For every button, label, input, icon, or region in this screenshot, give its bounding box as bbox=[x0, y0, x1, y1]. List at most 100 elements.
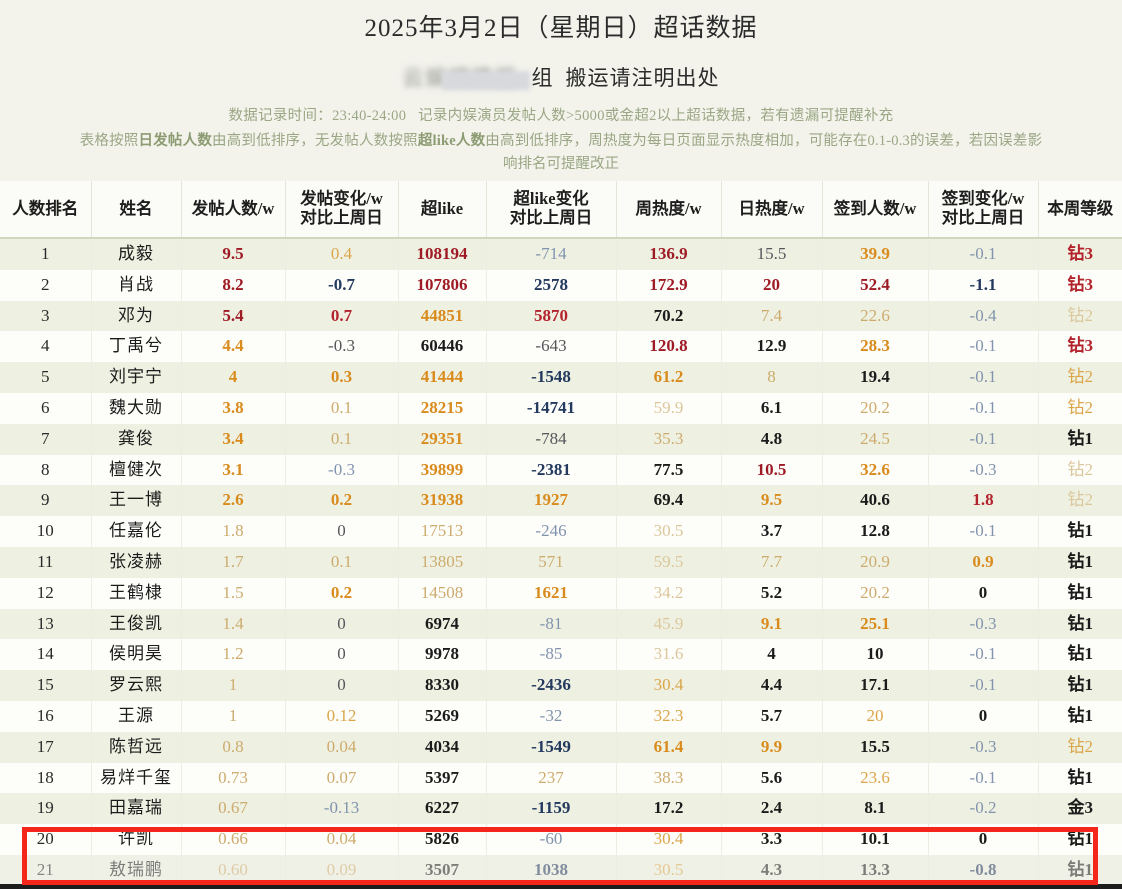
cell-posts_chg: -0.3 bbox=[285, 331, 399, 363]
cell-day_heat: 3.7 bbox=[721, 516, 823, 547]
column-header-line1: 本周等级 bbox=[1047, 198, 1114, 218]
cell-like_chg: -85 bbox=[486, 639, 617, 671]
sort-note-a: 表格按照 bbox=[79, 133, 139, 149]
table-row[interactable]: 15 罗云熙 1 0 8330 -2436 30.4 4.4 17.1 -0.1 钻1 bbox=[0, 670, 1122, 701]
table-row[interactable]: 9 王一博 2.6 0.2 31938 1927 69.4 9.5 40.6 1.8 钻2 bbox=[0, 485, 1122, 517]
cell-week_heat: 32.3 bbox=[616, 700, 722, 732]
cell-signin_chg: -0.1 bbox=[928, 639, 1039, 671]
cell-signin: 20.2 bbox=[822, 577, 929, 609]
cell-name: 任嘉伦 bbox=[91, 516, 182, 547]
cell-rank: 2 bbox=[0, 269, 92, 301]
cell-like_chg: -81 bbox=[486, 608, 617, 640]
cell-like_chg: 1038 bbox=[486, 854, 617, 886]
column-header-5[interactable]: 超like变化 对比上周日 bbox=[486, 181, 617, 239]
table-row[interactable]: 6 魏大勋 3.8 0.1 28215 -14741 59.9 6.1 20.2 -0.1 钻2 bbox=[0, 392, 1122, 424]
table-body: 1 成毅 9.5 0.4 108194 -714 136.9 15.5 39.9 -0.1 钻3 2 肖… bbox=[0, 238, 1122, 889]
table-row[interactable]: 10 任嘉伦 1.8 0 17513 -246 30.5 3.7 12.8 -0.1 钻1 bbox=[0, 516, 1122, 547]
cell-signin_chg: 0 bbox=[928, 700, 1039, 732]
column-header-7[interactable]: 日热度/w bbox=[721, 181, 823, 239]
cell-posts_chg: -0.3 bbox=[285, 454, 399, 486]
table-row[interactable]: 8 檀健次 3.1 -0.3 39899 -2381 77.5 10.5 32.6 -0.3 钻2 bbox=[0, 454, 1122, 486]
cell-posts: 0.8 bbox=[181, 731, 286, 763]
table-row[interactable]: 21 敖瑞鹏 0.60 0.09 3507 1038 30.5 4.3 13.3 -0.8 钻1 bbox=[0, 854, 1122, 886]
table-row[interactable]: 13 王俊凯 1.4 0 6974 -81 45.9 9.1 25.1 -0.3 钻1 bbox=[0, 608, 1122, 640]
cell-posts_chg: 0.3 bbox=[285, 362, 399, 393]
column-header-line2: 对比上周日 bbox=[509, 208, 593, 227]
cell-like_chg: -643 bbox=[486, 331, 617, 363]
cell-level: 钻2 bbox=[1038, 731, 1122, 763]
table-row[interactable]: 3 邓为 5.4 0.7 44851 5870 70.2 7.4 22.6 -0.4 钻2 bbox=[0, 300, 1122, 332]
table-row[interactable]: 2 肖战 8.2 -0.7 107806 2578 172.9 20 52.4 -1.1 钻3 bbox=[0, 269, 1122, 301]
table-row[interactable]: 19 田嘉瑞 0.67 -0.13 6227 -1159 17.2 2.4 8.1 -0.2 金3 bbox=[0, 793, 1122, 825]
column-header-6[interactable]: 周热度/w bbox=[616, 181, 722, 239]
sort-note-e: 由高到低排序，周热度为每日页面显示热度相加，可能存在0.1-0.3的误差，若因误… bbox=[485, 133, 1043, 149]
column-header-4[interactable]: 超like bbox=[398, 181, 487, 239]
column-header-8[interactable]: 签到人数/w bbox=[822, 181, 929, 239]
cell-like: 6227 bbox=[398, 793, 487, 825]
column-header-10[interactable]: 本周等级 bbox=[1038, 181, 1122, 239]
cell-level: 钻1 bbox=[1038, 577, 1122, 609]
cell-name: 魏大勋 bbox=[91, 392, 182, 424]
cell-posts: 5.4 bbox=[181, 300, 286, 332]
table-row[interactable]: 4 丁禹兮 4.4 -0.3 60446 -643 120.8 12.9 28.3 -0.1 钻3 bbox=[0, 331, 1122, 363]
cell-posts_chg: 0.7 bbox=[285, 300, 399, 332]
cell-rank: 21 bbox=[0, 854, 92, 886]
cell-week_heat: 70.2 bbox=[616, 300, 722, 332]
cell-signin: 32.6 bbox=[822, 454, 929, 486]
cell-signin: 20.9 bbox=[822, 546, 929, 578]
cell-signin: 40.6 bbox=[822, 485, 929, 517]
table-row[interactable]: 20 许凯 0.66 0.04 5826 -60 30.4 3.3 10.1 0 钻1 bbox=[0, 824, 1122, 855]
column-header-0[interactable]: 人数排名 bbox=[0, 181, 92, 239]
sort-note-d: 超like人数 bbox=[417, 133, 486, 149]
cell-week_heat: 38.3 bbox=[616, 762, 722, 794]
cell-week_heat: 61.2 bbox=[616, 362, 722, 393]
cell-posts: 0.67 bbox=[181, 793, 286, 825]
cell-signin_chg: 1.8 bbox=[928, 485, 1039, 517]
cell-posts_chg: 0.07 bbox=[285, 762, 399, 794]
cell-rank: 11 bbox=[0, 546, 92, 578]
cell-name: 易烊千玺 bbox=[91, 762, 182, 794]
cell-posts_chg: 0.2 bbox=[285, 485, 399, 517]
table-row[interactable]: 11 张凌赫 1.7 0.1 13805 571 59.5 7.7 20.9 0.9 钻1 bbox=[0, 546, 1122, 578]
cell-like_chg: -60 bbox=[486, 824, 617, 855]
cell-level: 钻1 bbox=[1038, 423, 1122, 455]
cell-signin_chg: -0.1 bbox=[928, 762, 1039, 794]
cell-rank: 4 bbox=[0, 331, 92, 363]
cell-level: 钻2 bbox=[1038, 300, 1122, 332]
table-row[interactable]: 14 侯明昊 1.2 0 9978 -85 31.6 4 10 -0.1 钻1 bbox=[0, 639, 1122, 671]
cell-posts: 4.4 bbox=[181, 331, 286, 363]
cell-like_chg: 571 bbox=[486, 546, 617, 578]
cell-week_heat: 77.5 bbox=[616, 454, 722, 486]
header-block: 2025年3月2日（星期日）超话数据 云娱媒情报 组 搬运请注明出处 数据记录时… bbox=[0, 0, 1122, 173]
cell-posts_chg: 0.4 bbox=[285, 238, 399, 270]
table-row[interactable]: 7 龚俊 3.4 0.1 29351 -784 35.3 4.8 24.5 -0.1 钻1 bbox=[0, 423, 1122, 455]
cell-signin_chg: -0.1 bbox=[928, 392, 1039, 424]
table-row[interactable]: 16 王源 1 0.12 5269 -32 32.3 5.7 20 0 钻1 bbox=[0, 700, 1122, 732]
column-header-2[interactable]: 发帖人数/w bbox=[181, 181, 286, 239]
cell-week_heat: 30.5 bbox=[616, 854, 722, 886]
column-header-line1: 发帖人数/w bbox=[191, 198, 275, 218]
table-row[interactable]: 17 陈哲远 0.8 0.04 4034 -1549 61.4 9.9 15.5 -0.3 钻2 bbox=[0, 731, 1122, 763]
cell-signin_chg: -0.4 bbox=[928, 300, 1039, 332]
cell-day_heat: 20 bbox=[721, 269, 823, 301]
column-header-9[interactable]: 签到变化/w 对比上周日 bbox=[928, 181, 1039, 239]
sort-note-b: 日发帖人数 bbox=[138, 133, 213, 149]
cell-signin: 23.6 bbox=[822, 762, 929, 794]
cell-like: 14508 bbox=[398, 577, 487, 609]
cell-rank: 9 bbox=[0, 485, 92, 517]
table-row[interactable]: 18 易烊千玺 0.73 0.07 5397 237 38.3 5.6 23.6 -0.1 钻1 bbox=[0, 762, 1122, 794]
table-row[interactable]: 5 刘宇宁 4 0.3 41444 -1548 61.2 8 19.4 -0.1 钻2 bbox=[0, 362, 1122, 393]
table-row[interactable]: 1 成毅 9.5 0.4 108194 -714 136.9 15.5 39.9 -0.1 钻3 bbox=[0, 238, 1122, 270]
record-time-label: 数据记录时间： bbox=[228, 108, 333, 124]
cell-rank: 10 bbox=[0, 516, 92, 547]
cell-level: 钻1 bbox=[1038, 700, 1122, 732]
cell-posts: 9.5 bbox=[181, 238, 286, 270]
cell-name: 王鹤棣 bbox=[91, 577, 182, 609]
cell-rank: 5 bbox=[0, 362, 92, 393]
column-header-3[interactable]: 发帖变化/w 对比上周日 bbox=[285, 181, 399, 239]
column-header-1[interactable]: 姓名 bbox=[91, 181, 182, 239]
cell-posts: 1.7 bbox=[181, 546, 286, 578]
table-row[interactable]: 12 王鹤棣 1.5 0.2 14508 1621 34.2 5.2 20.2 0 钻1 bbox=[0, 577, 1122, 609]
cell-day_heat: 4.3 bbox=[721, 854, 823, 886]
cell-signin: 20.2 bbox=[822, 392, 929, 424]
